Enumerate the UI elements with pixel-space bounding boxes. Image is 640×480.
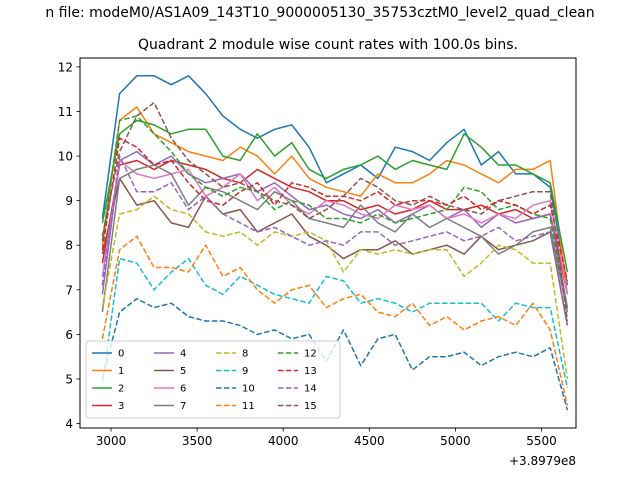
x-tick-label: 3000	[96, 434, 127, 448]
series-line-9	[101, 257, 569, 389]
series-line-7	[101, 164, 569, 313]
y-tick-label: 6	[65, 328, 73, 342]
legend-label-11: 11	[242, 401, 255, 412]
series-line-2	[101, 119, 569, 273]
series-line-0	[101, 75, 569, 286]
legend-label-4: 4	[180, 349, 186, 360]
series-line-14	[101, 155, 569, 326]
y-tick-label: 10	[58, 150, 73, 164]
y-tick-label: 9	[65, 194, 73, 208]
legend-label-10: 10	[242, 384, 255, 395]
y-tick-label: 11	[58, 105, 73, 119]
y-tick-label: 7	[65, 283, 73, 297]
legend-label-13: 13	[304, 366, 317, 377]
series-line-15	[101, 101, 569, 322]
legend-label-6: 6	[180, 384, 186, 395]
legend-label-15: 15	[304, 401, 317, 412]
legend-label-5: 5	[180, 366, 186, 377]
legend-label-2: 2	[118, 384, 124, 395]
legend-label-1: 1	[118, 366, 124, 377]
legend-label-7: 7	[180, 401, 186, 412]
figure-suptitle: n file: modeM0/AS1A09_143T10_9000005130_…	[45, 5, 594, 21]
series-line-13	[101, 137, 569, 282]
x-axis: 3000 3500 4000 4500 5000 5500	[96, 428, 557, 448]
series-line-3	[101, 159, 569, 295]
legend-label-8: 8	[242, 349, 248, 360]
x-tick-label: 4500	[354, 434, 385, 448]
plot-frame	[79, 57, 577, 429]
legend-label-0: 0	[118, 349, 124, 360]
y-tick-label: 4	[65, 417, 73, 431]
y-tick-label: 12	[58, 60, 73, 74]
series-line-4	[101, 150, 569, 308]
x-offset-label: +3.8979e8	[509, 454, 576, 468]
legend-box	[85, 340, 341, 419]
x-tick-label: 3500	[182, 434, 213, 448]
legend-label-14: 14	[304, 384, 317, 395]
x-tick-label: 4000	[268, 434, 299, 448]
y-tick-label: 5	[65, 372, 73, 386]
series-line-11	[101, 235, 569, 406]
series-line-1	[101, 106, 569, 295]
series-line-12	[101, 115, 569, 313]
x-tick-label: 5000	[440, 434, 471, 448]
series-line-5	[101, 177, 569, 326]
legend-label-3: 3	[118, 401, 124, 412]
legend-label-12: 12	[304, 349, 317, 360]
series-line-6	[101, 159, 569, 295]
legend-label-9: 9	[242, 366, 248, 377]
x-tick-label: 5500	[526, 434, 557, 448]
y-tick-label: 8	[65, 239, 73, 253]
y-axis: 4 5 6 7 8 9 10 11 12	[58, 60, 80, 431]
chart-title: Quadrant 2 module wise count rates with …	[138, 37, 518, 53]
series-line-8	[101, 195, 569, 380]
